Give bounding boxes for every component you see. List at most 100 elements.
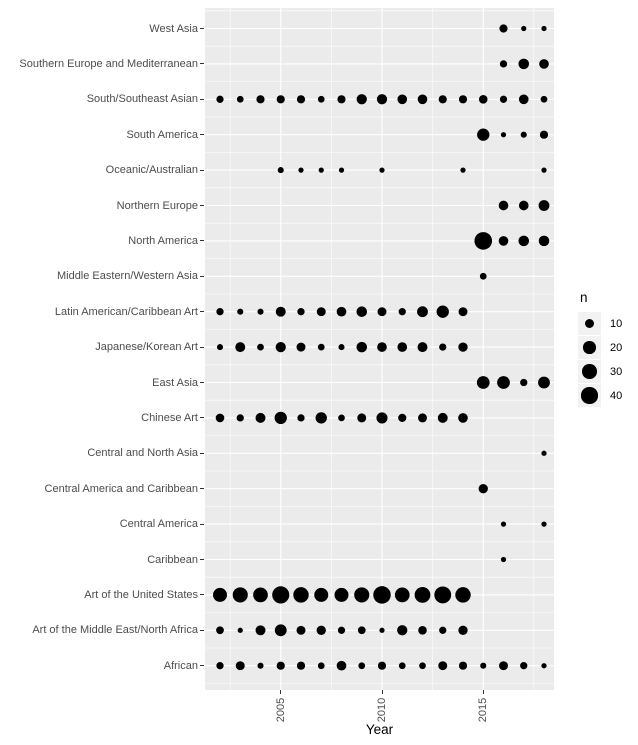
data-point (521, 25, 527, 32)
data-point (379, 167, 385, 173)
legend-size-dot-icon (583, 341, 596, 354)
y-axis-label: South/Southeast Asian (86, 93, 198, 106)
data-point (541, 25, 547, 32)
data-point (235, 342, 246, 353)
y-axis-tick (200, 452, 204, 454)
data-point (232, 587, 248, 603)
y-axis-tick (200, 28, 204, 29)
legend-label: 10 (610, 317, 623, 330)
y-axis-tick (200, 559, 204, 560)
data-point (237, 627, 243, 633)
legend-entry: 40 (578, 384, 622, 407)
data-point (255, 412, 266, 423)
data-point (215, 413, 225, 423)
y-axis-tick (200, 665, 204, 667)
data-point (236, 414, 244, 422)
data-point (541, 450, 547, 456)
data-point (275, 341, 286, 353)
data-point (235, 661, 245, 671)
y-axis-label: Caribbean (147, 553, 198, 566)
data-point (257, 308, 264, 315)
data-point (377, 661, 387, 670)
data-point (338, 344, 345, 351)
data-point (499, 95, 508, 103)
data-point (419, 662, 426, 670)
legend-key (578, 312, 601, 335)
data-point (518, 235, 530, 247)
data-point (317, 343, 325, 351)
legend-size-dot-icon (584, 318, 595, 329)
data-point (257, 343, 264, 351)
legend-label: 40 (610, 389, 623, 402)
y-axis-tick (200, 311, 204, 313)
data-point (541, 663, 547, 669)
data-point (437, 412, 448, 423)
data-point (539, 130, 549, 139)
data-point (458, 625, 468, 635)
y-axis-label: South America (126, 128, 198, 141)
data-point (216, 344, 224, 351)
data-point (434, 586, 452, 604)
data-point (439, 626, 447, 634)
data-point (237, 308, 244, 315)
y-axis-label: Central America and Caribbean (44, 482, 198, 495)
data-point (478, 95, 488, 104)
data-point (314, 587, 329, 602)
data-point (337, 626, 346, 634)
y-axis-tick (200, 134, 204, 136)
data-point (439, 343, 447, 351)
data-point (274, 624, 287, 637)
data-point (236, 95, 244, 103)
data-point (256, 95, 265, 104)
data-point (337, 95, 346, 104)
data-point (316, 625, 326, 635)
data-point (458, 413, 468, 423)
data-point (417, 94, 428, 105)
data-point (520, 131, 527, 138)
x-axis-tick (280, 690, 282, 694)
data-point (478, 484, 488, 494)
data-point (436, 305, 449, 318)
y-axis-label: Japanese/Korean Art (95, 341, 198, 354)
legend-entry: 30 (578, 360, 622, 383)
data-point (460, 167, 466, 173)
data-point (458, 661, 468, 670)
data-point (497, 376, 510, 389)
data-point (257, 662, 264, 669)
data-point (458, 95, 468, 104)
legend-key (578, 384, 601, 407)
legend-size-dot-icon (581, 387, 598, 404)
data-point (518, 200, 529, 211)
data-point (213, 587, 227, 602)
y-axis-tick (200, 417, 204, 419)
y-axis-label: Middle Eastern/Western Asia (56, 270, 198, 283)
y-axis-label: Oceanic/Australian (105, 164, 198, 177)
data-point (520, 662, 528, 670)
x-axis-title: Year (365, 722, 394, 737)
data-point (296, 661, 306, 670)
data-point (296, 625, 306, 635)
data-point (379, 627, 385, 633)
y-axis-tick (200, 205, 204, 206)
x-axis-label: 2005 (274, 697, 287, 723)
data-point (377, 307, 387, 317)
data-point (541, 167, 547, 173)
legend-entry: 10 (578, 312, 622, 335)
plot-panel (205, 8, 554, 690)
y-axis-tick (200, 382, 204, 383)
data-point (336, 660, 347, 671)
data-point (418, 626, 427, 635)
data-point (318, 167, 324, 173)
data-point (317, 95, 325, 103)
y-axis-tick (200, 523, 204, 525)
data-point (397, 625, 408, 636)
data-point (438, 661, 448, 671)
y-axis-tick (200, 169, 204, 171)
legend-entry: 20 (578, 336, 622, 359)
data-point (377, 342, 387, 352)
data-point (277, 167, 284, 174)
data-point (397, 342, 408, 352)
data-point (272, 586, 290, 604)
data-point (315, 412, 327, 424)
